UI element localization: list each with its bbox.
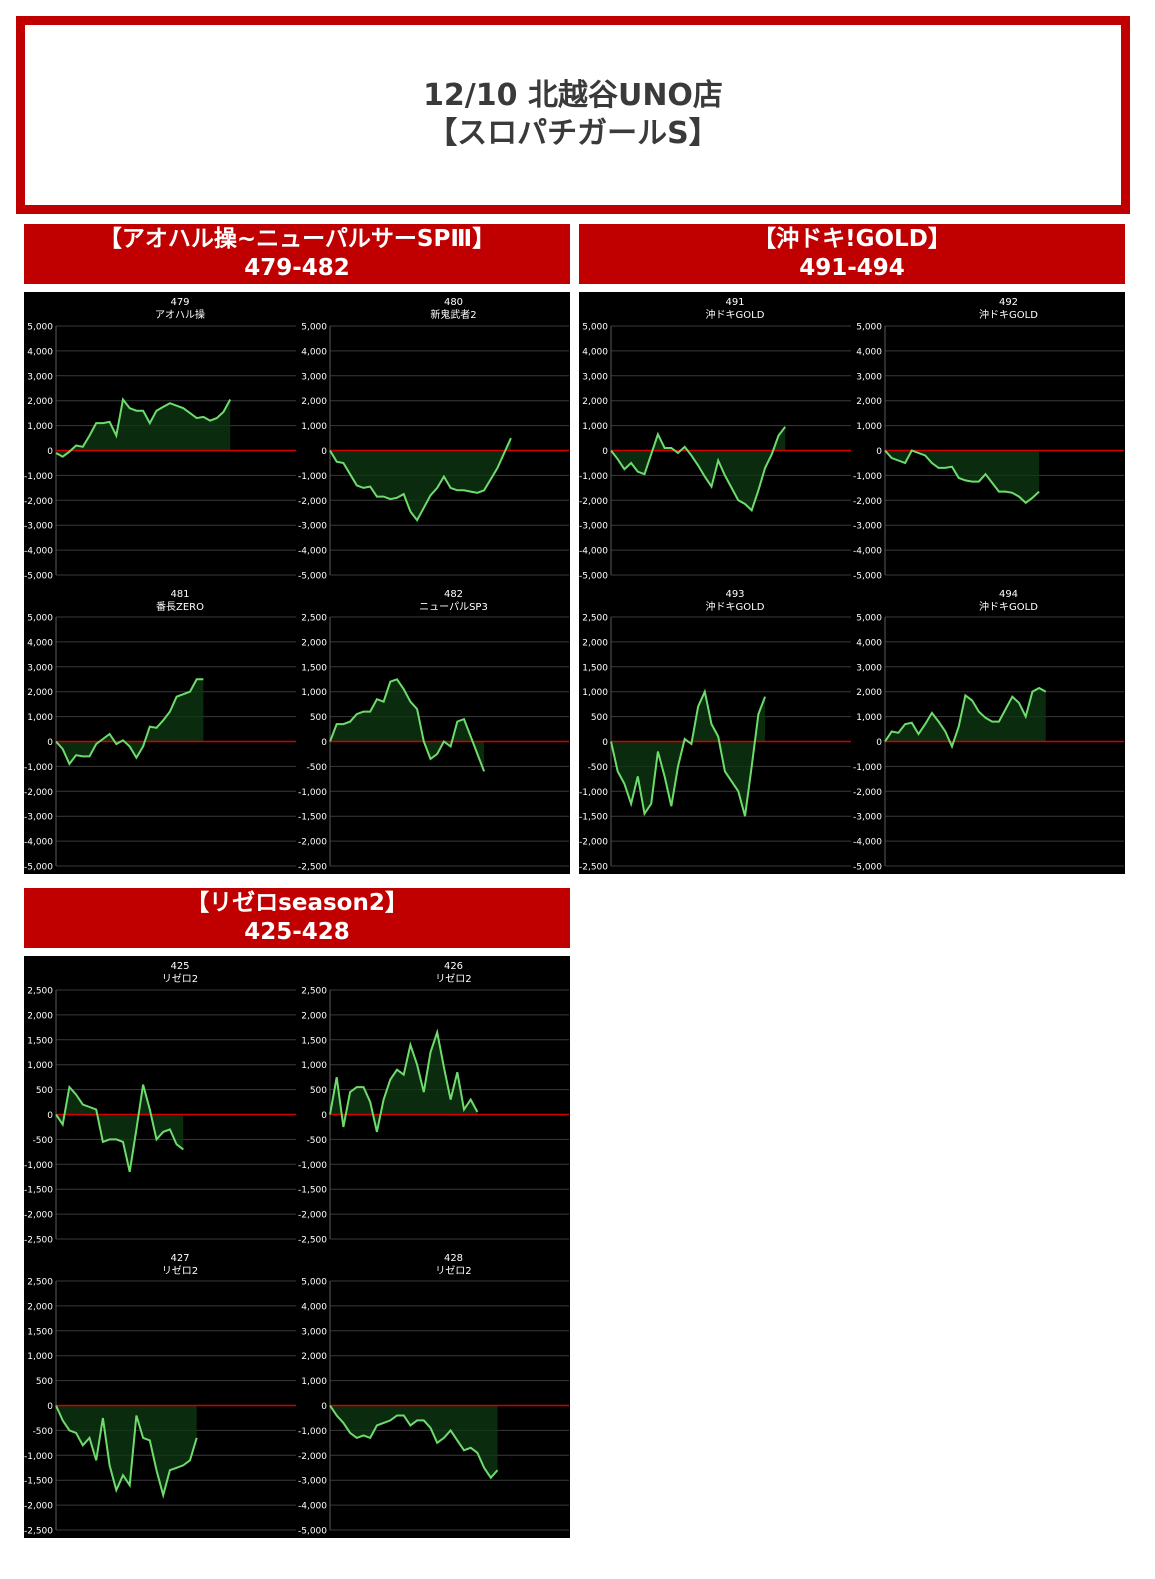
section-title: 【沖ドキ!GOLD】 xyxy=(753,226,951,252)
section-header-okidoki: 【沖ドキ!GOLD】 491-494 xyxy=(579,224,1125,284)
section-title: 【リゼロseason2】 xyxy=(186,890,408,916)
section-range: 479-482 xyxy=(244,255,350,281)
page-title-line2: 【スロパチガールS】 xyxy=(427,116,719,151)
page-title-box: 12/10 北越谷UNO店 【スロパチガールS】 xyxy=(16,16,1130,214)
section-header-aoharu: 【アオハル操~ニューパルサーSPⅢ】 479-482 xyxy=(24,224,570,284)
section-range: 491-494 xyxy=(799,255,905,281)
section-title: 【アオハル操~ニューパルサーSPⅢ】 xyxy=(98,226,496,252)
section-header-rezero: 【リゼロseason2】 425-428 xyxy=(24,888,570,948)
chart-panel-okidoki xyxy=(579,292,1125,874)
page-title-line1: 12/10 北越谷UNO店 xyxy=(423,78,723,113)
chart-panel-aoharu xyxy=(24,292,570,874)
chart-panel-rezero xyxy=(24,956,570,1538)
section-range: 425-428 xyxy=(244,919,350,945)
